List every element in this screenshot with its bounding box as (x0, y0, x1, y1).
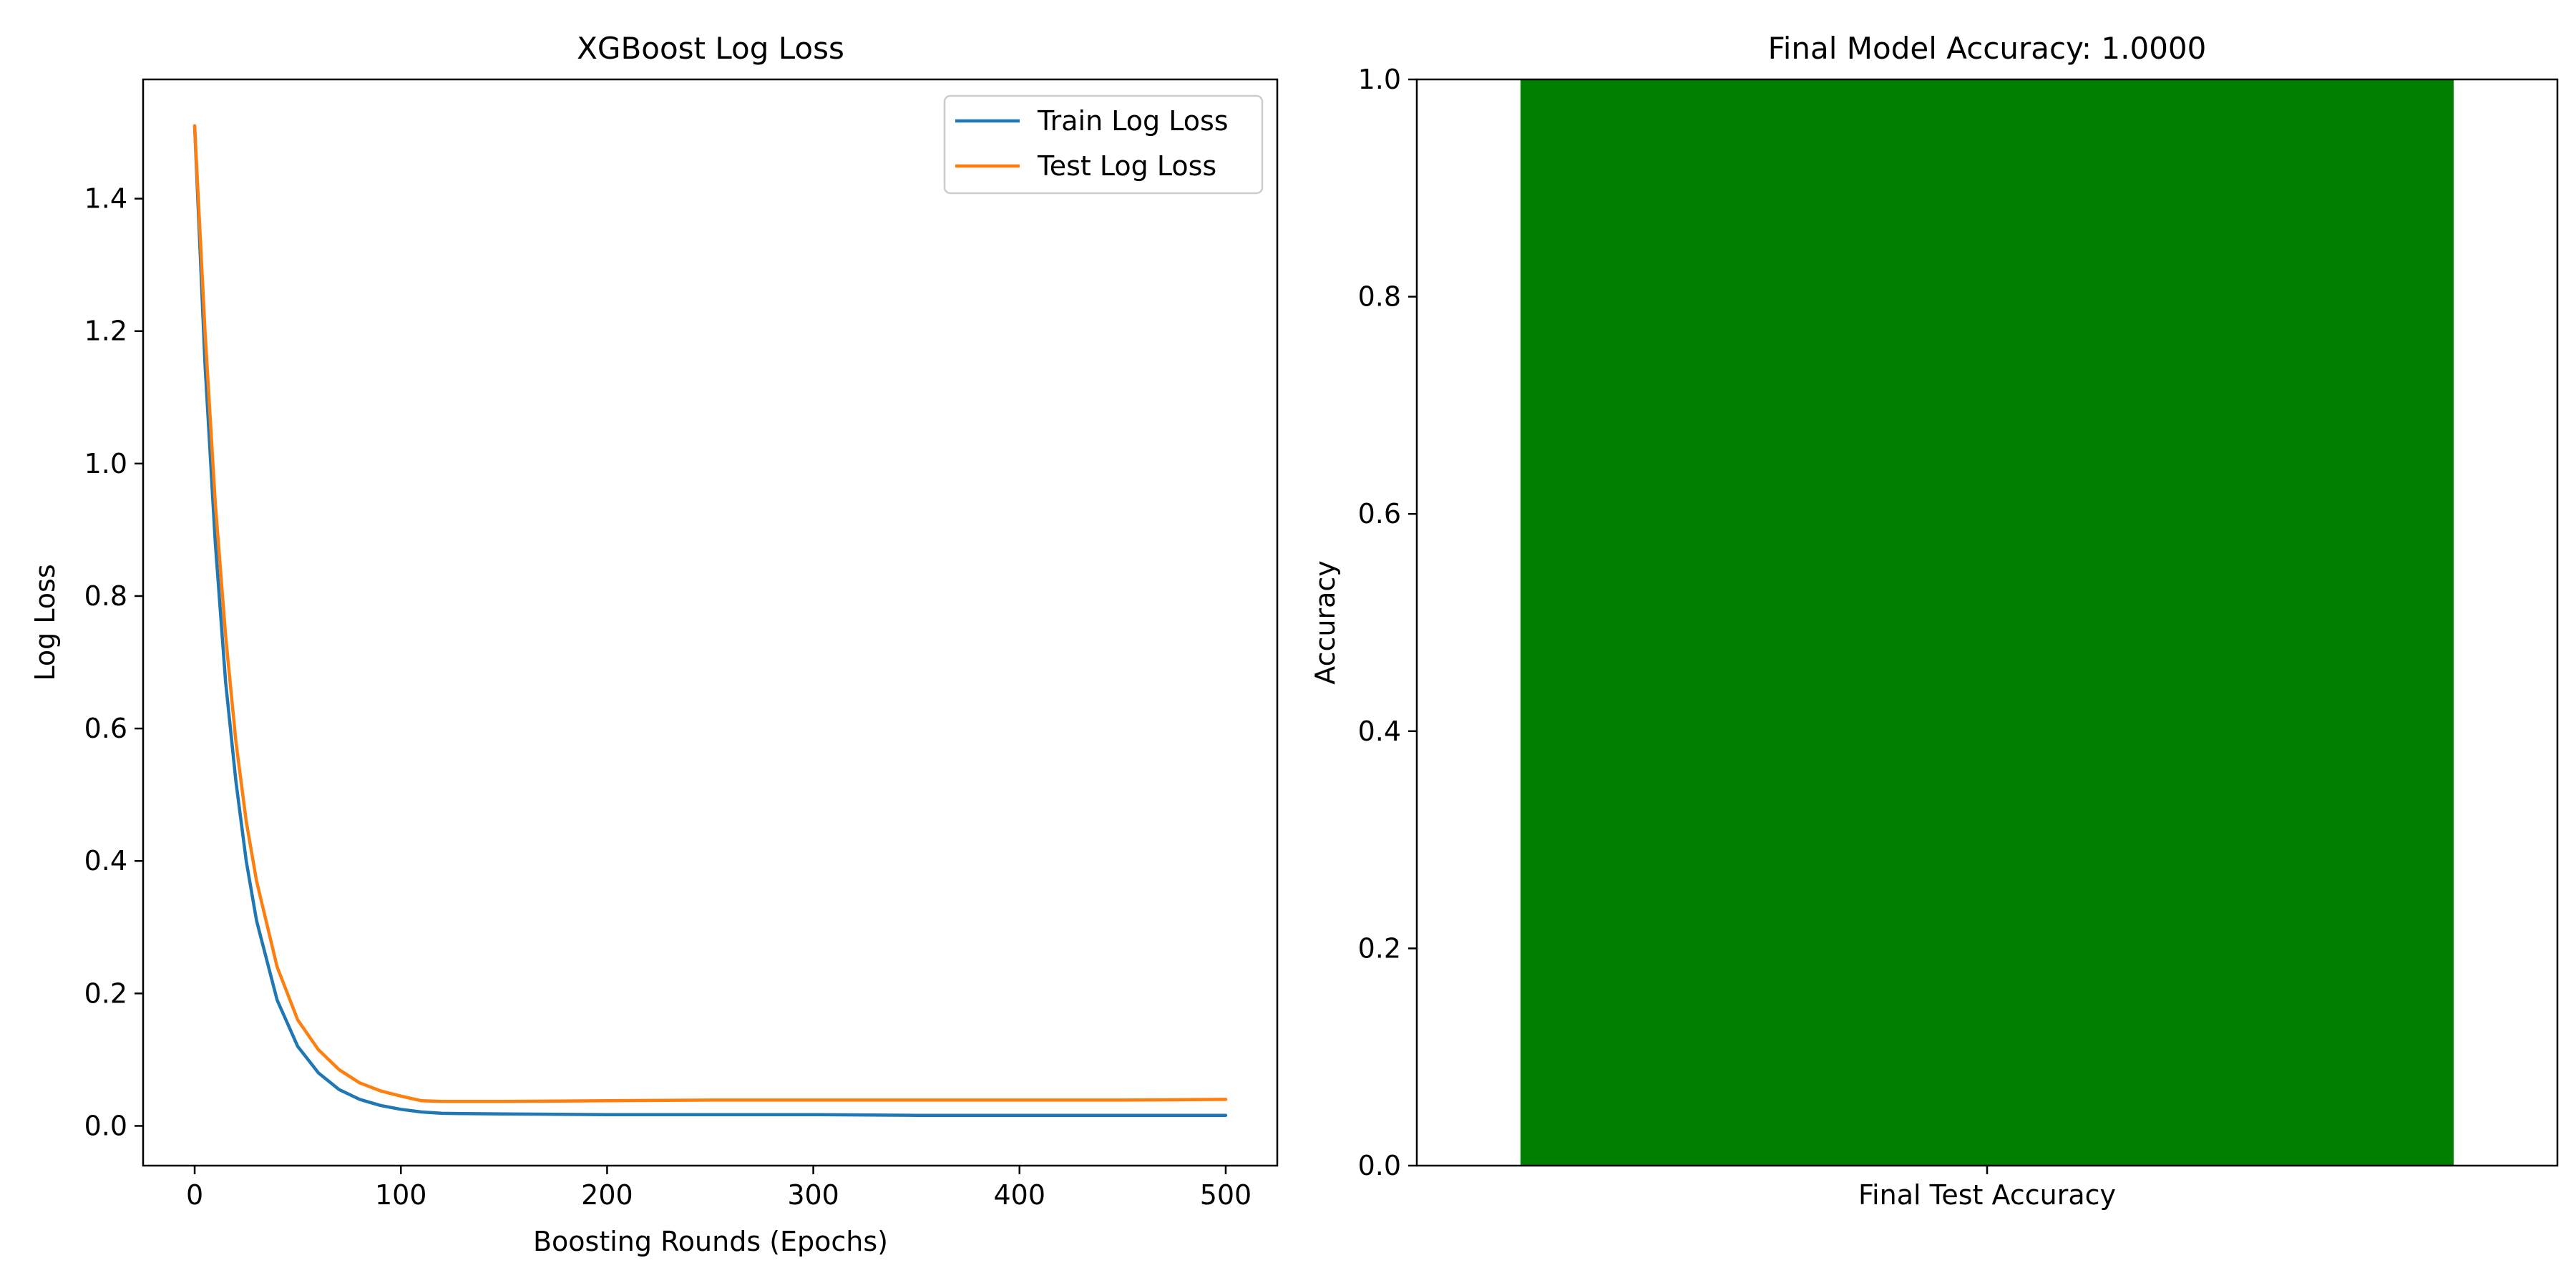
log-loss-plot-area (192, 124, 1228, 1117)
accuracy-y-axis-label: Accuracy (1309, 560, 1341, 685)
log-loss-y-axis-label: Log Loss (29, 564, 61, 680)
y-tick-label: 0.6 (1358, 498, 1401, 530)
legend-label-train: Train Log Loss (1037, 105, 1229, 137)
accuracy-plot-area (1520, 79, 2454, 1166)
series-line-train (192, 124, 1228, 1117)
x-tick-label: 400 (994, 1179, 1046, 1211)
log-loss-axes-frame (142, 78, 1279, 1167)
x-tick-label: Final Test Accuracy (1858, 1179, 2116, 1211)
y-tick-label: 1.0 (1358, 64, 1401, 95)
series-line-test (192, 124, 1228, 1103)
y-tick-label: 0.8 (1358, 281, 1401, 313)
y-tick-label: 1.2 (84, 316, 127, 347)
log-loss-ticks: 0 100 200 300 400 500 0.0 0.2 0.4 0.6 0.8 1.0 1.2 1.4 (84, 183, 1252, 1211)
log-loss-legend: Train Log Loss Test Log Loss (943, 94, 1264, 195)
x-tick-label: 200 (581, 1179, 633, 1211)
accuracy-ticks: Final Test Accuracy 0.0 0.2 0.4 0.6 0.8 1.0 (1358, 64, 2116, 1211)
log-loss-x-axis-label: Boosting Rounds (Epochs) (533, 1226, 888, 1257)
legend-label-test: Test Log Loss (1037, 150, 1216, 182)
log-loss-panel: XGBoost Log Loss 0 100 200 300 400 5000.00.20… (29, 31, 1279, 1257)
y-tick-label: 1.0 (84, 448, 127, 479)
accuracy-axes-frame (1415, 78, 2559, 1167)
y-tick-label: 0.4 (84, 845, 127, 877)
accuracy-title: Final Model Accuracy: 1.0000 (1768, 31, 2207, 66)
x-tick-label: 500 (1200, 1179, 1252, 1211)
y-tick-label: 0.2 (1358, 932, 1401, 964)
y-tick-label: 1.4 (84, 183, 127, 215)
accuracy-panel: Final Model Accuracy: 1.0000 Final Test … (1309, 31, 2559, 1211)
y-tick-label: 0.2 (84, 977, 127, 1009)
x-tick-label: 300 (787, 1179, 839, 1211)
y-tick-label: 0.0 (1358, 1150, 1401, 1181)
legend-box (943, 94, 1264, 195)
log-loss-title: XGBoost Log Loss (577, 31, 844, 66)
y-tick-label: 0.6 (84, 713, 127, 744)
y-tick-label: 0.0 (84, 1110, 127, 1141)
y-tick-label: 0.8 (84, 580, 127, 612)
y-tick-label: 0.4 (1358, 716, 1401, 747)
x-tick-label: 0 (186, 1179, 203, 1211)
x-tick-label: 100 (375, 1179, 427, 1211)
accuracy-bar (1520, 79, 2454, 1166)
